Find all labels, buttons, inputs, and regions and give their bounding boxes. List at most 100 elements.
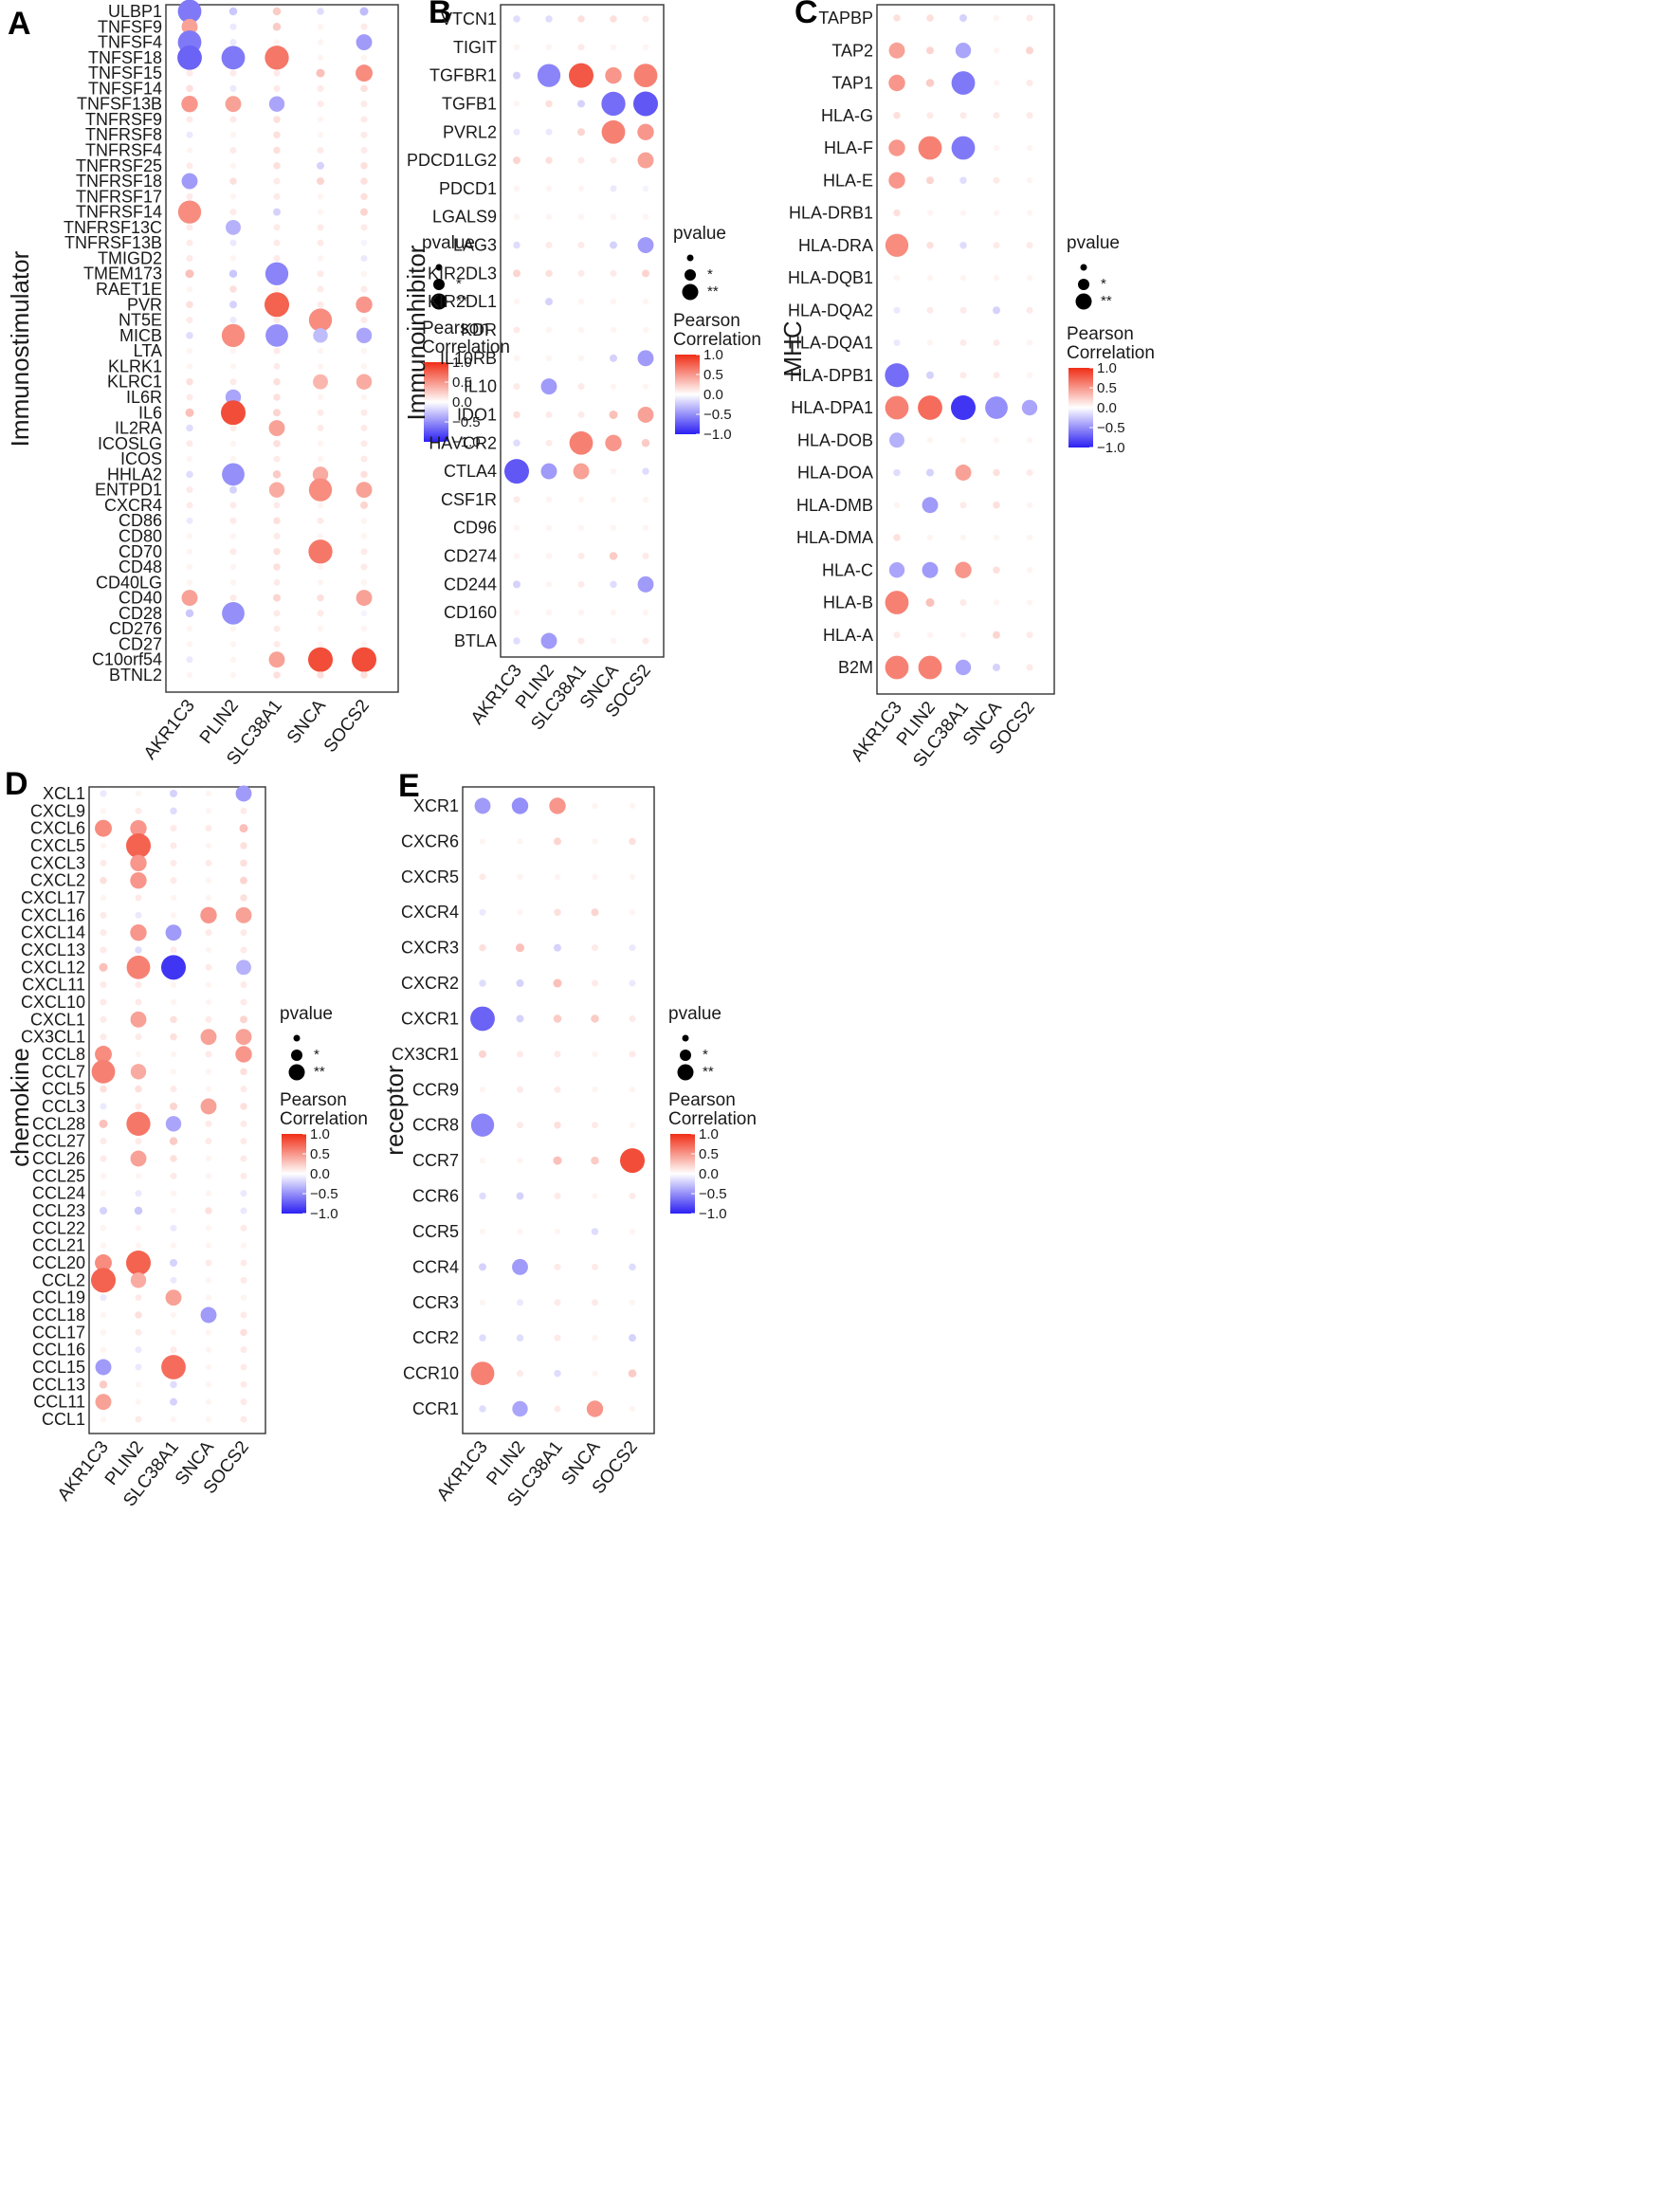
correlation-dot: [893, 209, 901, 217]
correlation-dot: [317, 39, 324, 46]
correlation-dot: [170, 1346, 177, 1354]
correlation-dot: [312, 466, 329, 483]
correlation-dot: [955, 561, 972, 578]
correlation-dot: [273, 440, 281, 447]
correlation-dot: [356, 327, 373, 344]
correlation-dot: [513, 15, 520, 23]
row-label: TGFB1: [442, 94, 497, 113]
correlation-dot: [186, 455, 193, 463]
correlation-dot: [591, 1156, 599, 1165]
correlation-dot: [240, 1415, 247, 1423]
correlation-dot: [609, 410, 618, 419]
correlation-dot: [229, 625, 237, 632]
correlation-dot: [317, 563, 324, 571]
correlation-dot: [610, 213, 617, 220]
correlation-dot: [360, 625, 368, 632]
correlation-dot: [959, 242, 967, 249]
row-label: CCR4: [412, 1257, 459, 1276]
correlation-dot: [273, 192, 281, 200]
panel-B: B Immunoinhibitor VTCN1 TIGIT TGFBR1 TGFB1 PVR…: [402, 0, 761, 734]
correlation-dot: [205, 1259, 212, 1267]
correlation-dot: [240, 1120, 247, 1127]
row-label: TMEM173: [83, 265, 162, 283]
correlation-dot: [513, 355, 520, 362]
correlation-dot: [356, 374, 373, 390]
y-axis-title: receptor: [380, 1065, 409, 1156]
row-label: KIR2DL1: [428, 292, 497, 311]
correlation-dot: [273, 177, 281, 185]
correlation-dot: [922, 561, 939, 578]
correlation-dot: [513, 269, 520, 278]
correlation-dot: [186, 563, 193, 571]
correlation-dot: [513, 298, 520, 305]
legend-color-tick-label: −0.5: [1097, 420, 1125, 436]
correlation-dot: [642, 213, 649, 220]
correlation-dot: [186, 131, 193, 138]
correlation-dot: [573, 463, 590, 480]
correlation-dot: [100, 808, 107, 814]
correlation-dot: [554, 1193, 561, 1200]
row-label: CCL13: [32, 1375, 85, 1394]
correlation-dot: [360, 470, 368, 479]
correlation-dot: [610, 524, 617, 531]
correlation-dot: [577, 213, 585, 220]
correlation-dot: [229, 301, 237, 309]
correlation-dot: [360, 177, 368, 185]
correlation-dot: [545, 185, 553, 192]
legend-size-dot: [433, 279, 445, 290]
correlation-dot: [91, 1268, 116, 1293]
row-label: CXCL3: [30, 853, 85, 872]
correlation-dot: [479, 1050, 486, 1058]
correlation-dot: [629, 979, 636, 987]
correlation-dot: [186, 254, 193, 262]
correlation-dot: [229, 656, 237, 663]
correlation-dot: [637, 350, 654, 367]
legend-size-dot: [680, 1050, 691, 1061]
correlation-dot: [610, 637, 617, 645]
correlation-dot: [959, 599, 967, 606]
correlation-dot: [200, 1306, 217, 1324]
row-label: HLA-B: [823, 594, 873, 612]
correlation-dot: [240, 1172, 247, 1179]
correlation-dot: [229, 317, 237, 324]
correlation-dot: [205, 842, 212, 849]
correlation-dot: [959, 210, 967, 216]
correlation-dot: [317, 84, 324, 92]
correlation-dot: [135, 911, 142, 919]
correlation-dot: [229, 671, 237, 679]
row-label: IL10RB: [440, 349, 497, 368]
row-label: TNFSF18: [88, 48, 162, 67]
row-label: NT5E: [119, 311, 162, 330]
correlation-dot: [273, 239, 281, 247]
correlation-dot: [186, 347, 193, 355]
row-label: TNFSF13B: [77, 95, 162, 114]
correlation-dot: [629, 908, 636, 916]
correlation-dot: [513, 524, 520, 531]
correlation-dot: [893, 14, 901, 22]
correlation-dot: [229, 363, 237, 370]
correlation-dot: [577, 637, 585, 645]
correlation-dot: [317, 239, 324, 247]
correlation-dot: [205, 946, 212, 954]
correlation-dot: [601, 91, 626, 117]
correlation-dot: [268, 651, 285, 668]
correlation-dot: [240, 1103, 247, 1110]
legend-size-label: *: [314, 1047, 320, 1063]
plot-frame: [876, 4, 1055, 695]
correlation-dot: [959, 631, 967, 638]
correlation-dot: [360, 501, 368, 509]
row-label: CD274: [444, 547, 497, 566]
correlation-dot: [993, 502, 1000, 509]
correlation-dot: [186, 517, 193, 524]
correlation-dot: [620, 1148, 645, 1174]
correlation-dot: [273, 409, 281, 417]
correlation-dot: [165, 1289, 182, 1306]
correlation-dot: [135, 1242, 142, 1249]
correlation-dot: [893, 631, 901, 639]
correlation-dot: [317, 270, 324, 278]
correlation-dot: [577, 355, 585, 362]
row-label: HLA-DRB1: [789, 204, 873, 223]
correlation-dot: [629, 1228, 636, 1235]
legend-size-label: **: [1101, 293, 1112, 309]
